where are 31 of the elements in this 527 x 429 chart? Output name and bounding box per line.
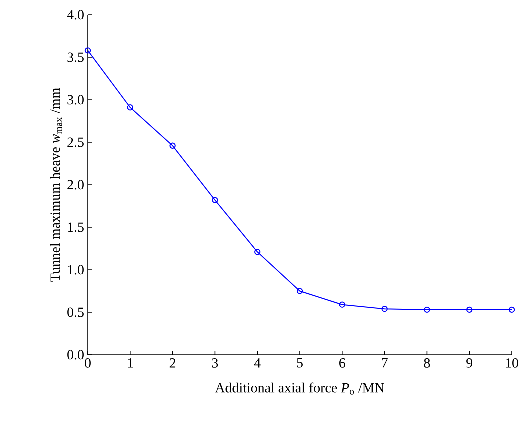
y-tick-label: 0.5: [68, 308, 84, 318]
x-tick-label: 3: [212, 358, 218, 368]
point: [382, 306, 388, 312]
x-tick-label: 8: [424, 358, 430, 368]
x-tick-label: 9: [466, 358, 473, 368]
y-tick-label: 0.0: [68, 350, 84, 360]
x-tick-label: 0: [85, 358, 91, 368]
point: [127, 104, 134, 111]
point: [424, 306, 430, 314]
point: [170, 142, 176, 149]
x-tick-label: 6: [340, 358, 346, 368]
y-tick-label: 1.5: [68, 222, 84, 232]
y-tick-label: 2.5: [68, 138, 84, 148]
x-tick-label: 4: [254, 358, 261, 368]
x-tick-label: 1: [128, 358, 134, 368]
y-tick-label: 1.0: [68, 265, 84, 275]
y-tick-label: 4.0: [67, 10, 84, 20]
x-tick-label: 10: [506, 358, 518, 368]
x-tick-label: 2: [170, 358, 176, 368]
y-tick-label: 3.5: [68, 52, 84, 62]
y-tick-label: 2.0: [68, 180, 84, 190]
point: [466, 306, 473, 314]
x-axis-title: Additional axial force P$_{o}$ /MN: [215, 382, 384, 395]
point: [212, 197, 218, 204]
point: [254, 249, 261, 256]
x-tick-label: 7: [382, 358, 388, 368]
point: [296, 288, 304, 294]
point: [339, 302, 346, 308]
y-tick-label: 3.0: [68, 95, 84, 105]
x-tick-label: 5: [297, 358, 303, 368]
y-axis-title: Tunnel maximum heave w$_{max}$ /mm: [50, 88, 62, 282]
